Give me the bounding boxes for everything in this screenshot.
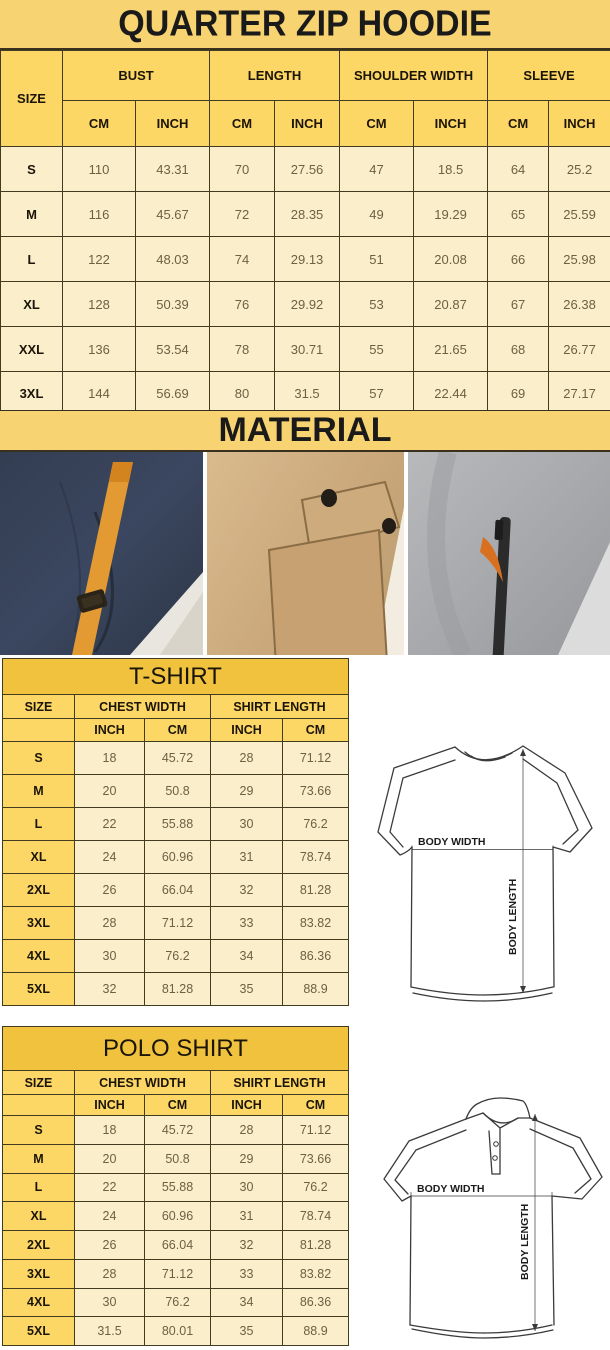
svg-text:BODY WIDTH: BODY WIDTH (418, 836, 485, 848)
svg-text:BODY LENGTH: BODY LENGTH (519, 1204, 531, 1280)
svg-text:BODY WIDTH: BODY WIDTH (417, 1183, 484, 1195)
svg-text:BODY LENGTH: BODY LENGTH (507, 879, 519, 955)
